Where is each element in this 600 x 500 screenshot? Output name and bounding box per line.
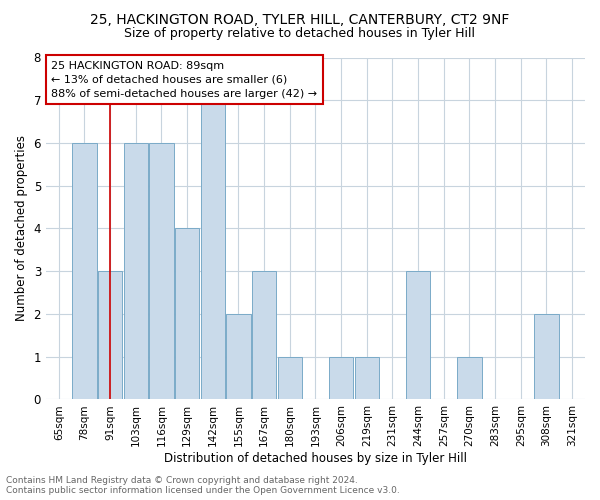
Bar (98, 271, 122, 400)
Bar (355, 356, 379, 400)
Bar (406, 271, 430, 400)
Bar (457, 356, 482, 400)
Bar (278, 356, 302, 400)
X-axis label: Distribution of detached houses by size in Tyler Hill: Distribution of detached houses by size … (164, 452, 467, 465)
Bar (329, 356, 353, 400)
Text: Contains HM Land Registry data © Crown copyright and database right 2024.
Contai: Contains HM Land Registry data © Crown c… (6, 476, 400, 495)
Bar (200, 100, 225, 400)
Text: Size of property relative to detached houses in Tyler Hill: Size of property relative to detached ho… (125, 28, 476, 40)
Bar (252, 271, 277, 400)
Bar (175, 228, 199, 400)
Bar (72, 143, 97, 400)
Text: 25, HACKINGTON ROAD, TYLER HILL, CANTERBURY, CT2 9NF: 25, HACKINGTON ROAD, TYLER HILL, CANTERB… (91, 12, 509, 26)
Y-axis label: Number of detached properties: Number of detached properties (15, 136, 28, 322)
Bar (124, 143, 148, 400)
Text: 25 HACKINGTON ROAD: 89sqm
← 13% of detached houses are smaller (6)
88% of semi-d: 25 HACKINGTON ROAD: 89sqm ← 13% of detac… (52, 61, 317, 99)
Bar (226, 314, 251, 400)
Bar (149, 143, 173, 400)
Bar (535, 314, 559, 400)
